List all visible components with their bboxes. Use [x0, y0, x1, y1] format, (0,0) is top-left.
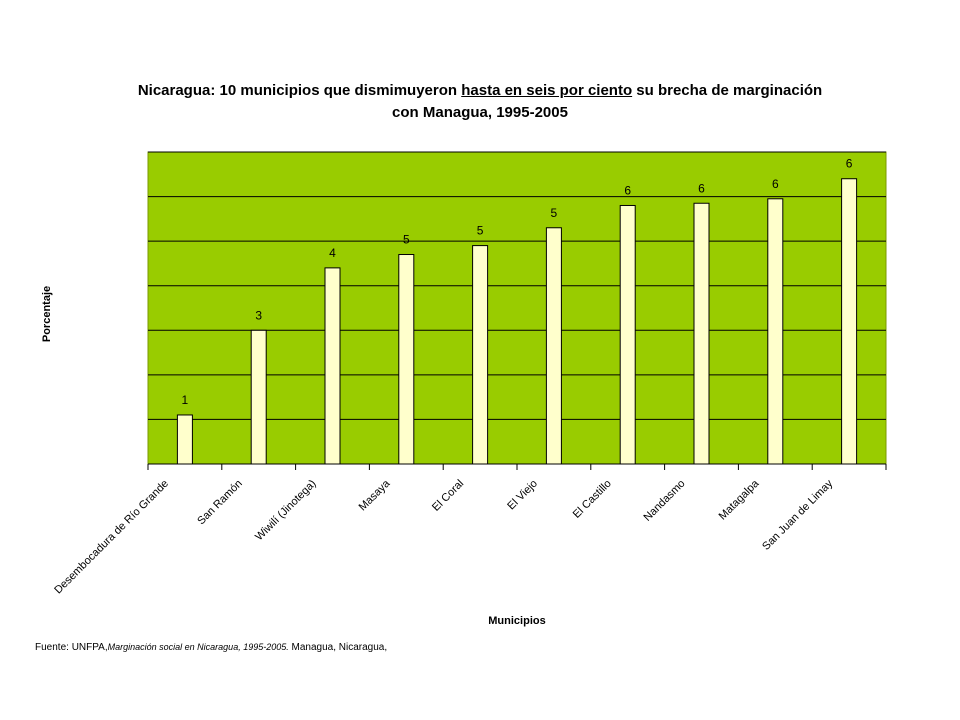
bar-6 [545, 227, 562, 465]
data-label-5: 5 [477, 224, 484, 238]
x-tick-label-4: Masaya [357, 477, 393, 513]
chart-title-line-2: con Managua, 1995-2005 [392, 104, 568, 121]
data-labels: 1 3 4 5 5 5 6 6 6 6 [182, 157, 853, 407]
chart-title-line-1: Nicaragua: 10 municipios que dismimuyero… [0, 82, 960, 99]
data-label-3: 4 [329, 246, 336, 260]
bar-10 [841, 178, 858, 465]
bar-4 [398, 254, 415, 465]
x-tick-label-10: San Juan de Limay [760, 477, 835, 552]
source-title: Marginación social en Nicaragua, 1995-20… [107, 642, 289, 652]
data-label-8: 6 [698, 181, 705, 195]
bar-1 [176, 414, 193, 465]
title-part-1: Nicaragua: 10 municipios que dismimuyero… [137, 82, 462, 99]
data-label-6: 5 [551, 206, 558, 220]
title-part-2: su brecha de marginación [632, 82, 823, 99]
source-note: Fuente: UNFPA,Marginación social en Nica… [35, 642, 387, 653]
y-axis-title: Porcentaje [41, 286, 53, 342]
data-label-9: 6 [772, 177, 779, 191]
data-label-2: 3 [255, 308, 262, 322]
x-tick-label-9: Matagalpa [717, 477, 762, 522]
bar-7 [619, 204, 636, 465]
x-axis-ticks [147, 464, 887, 470]
x-tick-label-6: El Viejo [505, 478, 540, 513]
data-label-1: 1 [182, 393, 189, 407]
plot-area [147, 151, 887, 465]
x-tick-label-1: Desembocadura de Río Grande [52, 478, 171, 597]
x-axis-title: Municipios [488, 615, 545, 627]
data-label-10: 6 [846, 157, 853, 171]
bar-3 [324, 267, 341, 465]
x-tick-label-3: Wiwilí (Jinotega) [253, 478, 319, 544]
x-tick-label-8: Nandasmo [642, 478, 688, 524]
x-tick-label-2: San Ramón [195, 478, 245, 528]
x-tick-label-5: El Coral [430, 478, 466, 514]
x-axis-tick-labels: Desembocadura de Río Grande San Ramón Wiwi… [52, 477, 835, 596]
bar-2 [250, 329, 267, 465]
data-label-4: 5 [403, 233, 410, 247]
data-label-7: 6 [624, 183, 631, 197]
bar-5 [472, 245, 489, 465]
x-tick-label-7: El Castillo [571, 478, 614, 521]
source-prefix: Fuente: UNFPA, [35, 642, 108, 653]
gridlines [148, 151, 886, 420]
title-underlined-part: hasta en seis por ciento [461, 82, 633, 99]
bar-9 [767, 198, 784, 465]
bar-8 [693, 202, 710, 465]
source-suffix: Managua, Nicaragua, [288, 642, 388, 653]
